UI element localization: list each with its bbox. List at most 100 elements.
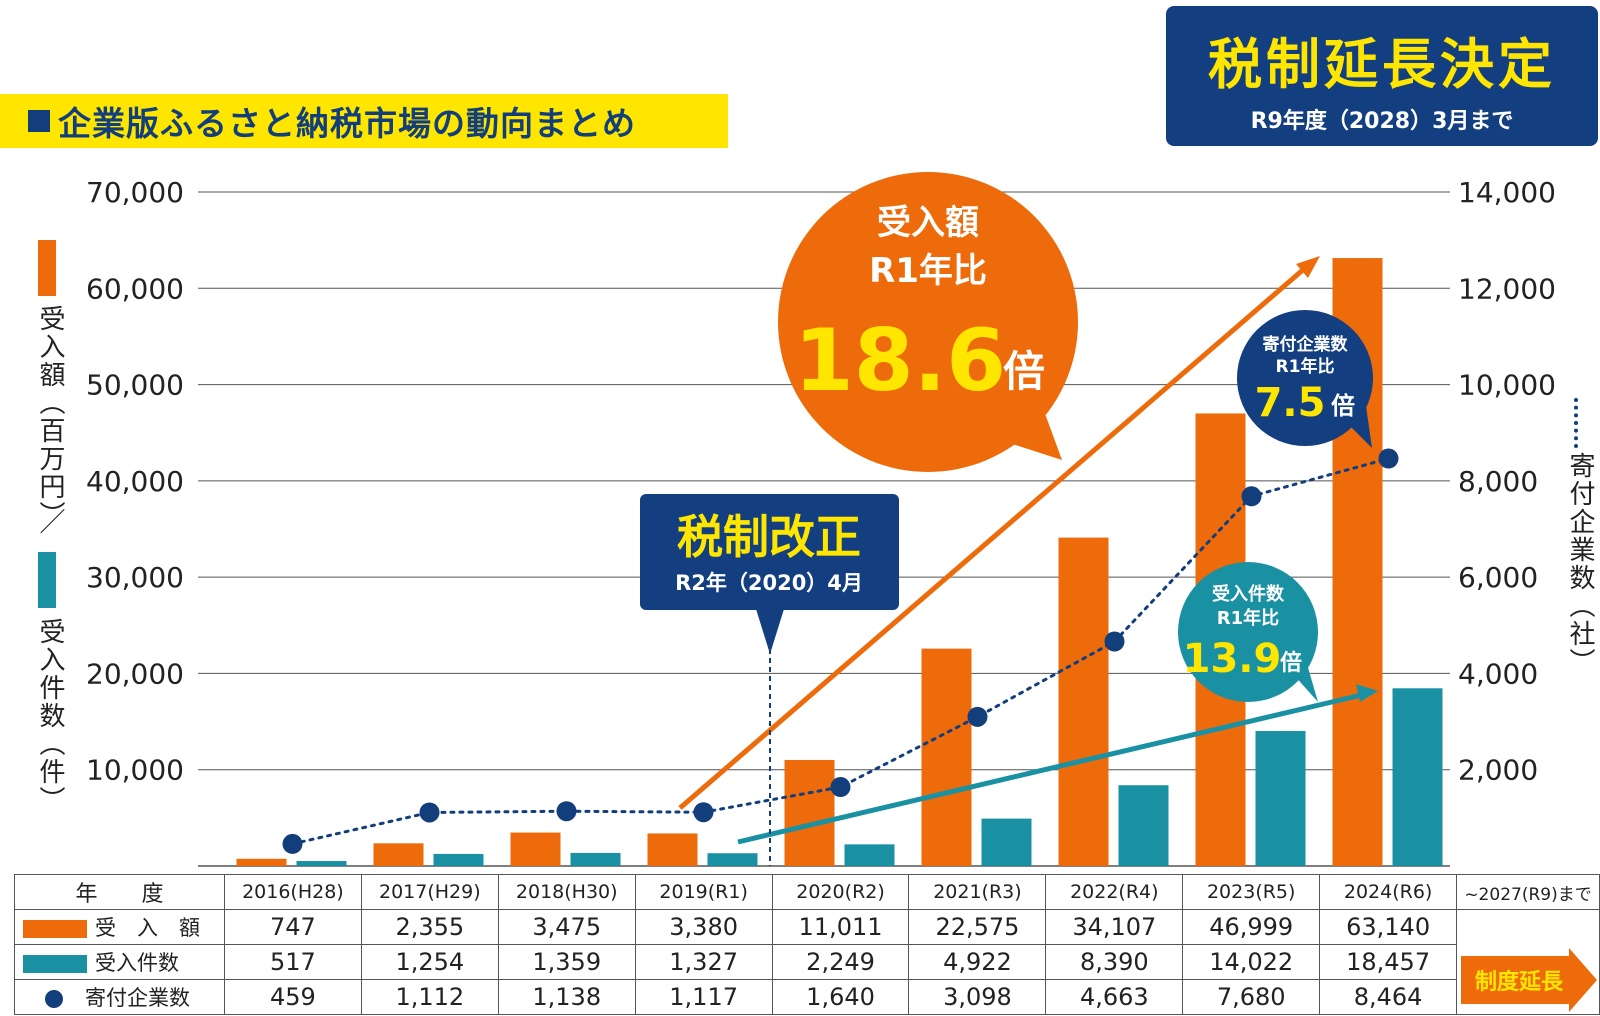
square-icon bbox=[28, 110, 50, 132]
count-cell: 1,327 bbox=[634, 944, 773, 980]
companies-point bbox=[693, 802, 714, 823]
left-tick-label: 60,000 bbox=[86, 272, 184, 305]
companies-point bbox=[967, 706, 988, 727]
tax-extension-box: 税制延長決定 R9年度（2028）3月まで bbox=[1166, 6, 1598, 146]
amount-cell: 63,140 bbox=[1319, 909, 1458, 945]
companies-point bbox=[1241, 486, 1262, 507]
count-bar bbox=[296, 861, 347, 866]
count-bar bbox=[1392, 688, 1443, 866]
amount-ratio-line1: 受入額 bbox=[877, 203, 979, 243]
amount-bar bbox=[236, 858, 287, 866]
right-tick-label: 2,000 bbox=[1458, 754, 1538, 787]
left-axis-label-top: 受入額（百万円） bbox=[35, 305, 65, 529]
left-axis-label-bottom: 受入件数（件） bbox=[35, 618, 65, 814]
data-table: 年 度 2016(H28) 2017(H29) 2018(H30) 2019(R… bbox=[14, 874, 1600, 1015]
companies-legend-line bbox=[1574, 398, 1578, 448]
count-bar bbox=[707, 853, 758, 866]
tax-extension-subtitle: R9年度（2028）3月まで bbox=[1250, 109, 1514, 134]
count-cell: 18,457 bbox=[1319, 944, 1458, 980]
companies-ratio-value: 7.5 bbox=[1255, 380, 1326, 426]
count-legend-swatch bbox=[38, 552, 56, 608]
amount-bar bbox=[784, 759, 835, 866]
companies-cell: 1,640 bbox=[771, 979, 910, 1015]
tax-extension-title: 税制延長決定 bbox=[1208, 33, 1556, 96]
year-header-cell: 2022(R4) bbox=[1045, 874, 1184, 910]
amount-bar bbox=[921, 648, 972, 866]
count-bar bbox=[433, 853, 484, 866]
year-header: 年 度 bbox=[14, 874, 225, 910]
amount-cell: 2,355 bbox=[360, 909, 499, 945]
table-header-row: 年 度 2016(H28) 2017(H29) 2018(H30) 2019(R… bbox=[14, 874, 1600, 910]
companies-cell: 7,680 bbox=[1182, 979, 1321, 1015]
count-ratio-value: 13.9 bbox=[1183, 636, 1282, 682]
chart-title: 企業版ふるさと納税市場の動向まとめ bbox=[58, 104, 636, 143]
bars bbox=[236, 258, 1443, 866]
year-header-cell: 2020(R2) bbox=[771, 874, 910, 910]
reform-callout: 税制改正 R2年（2020）4月 bbox=[640, 494, 899, 654]
companies-cell: 8,464 bbox=[1319, 979, 1458, 1015]
amount-cell: 3,475 bbox=[497, 909, 636, 945]
future-header: ~2027(R9)まで bbox=[1456, 874, 1600, 910]
amount-ratio-unit: 倍 bbox=[1003, 347, 1045, 396]
amount-bar bbox=[647, 833, 698, 866]
amount-legend-swatch bbox=[38, 240, 56, 296]
companies-point bbox=[1104, 631, 1125, 652]
count-bar bbox=[570, 852, 621, 866]
year-header-cell: 2024(R6) bbox=[1319, 874, 1458, 910]
count-ratio-unit: 倍 bbox=[1280, 650, 1302, 676]
year-header-cell: 2019(R1) bbox=[634, 874, 773, 910]
right-axis-label: 寄付企業数（社） bbox=[1565, 452, 1595, 676]
amount-swatch bbox=[23, 920, 87, 938]
amount-cell: 22,575 bbox=[908, 909, 1047, 945]
chart-canvas: 10,000 20,000 30,000 40,000 50,000 60,000 70,0… bbox=[86, 172, 1556, 867]
amount-trend-arrowhead bbox=[1296, 256, 1320, 278]
companies-point bbox=[830, 777, 851, 798]
left-tick-label: 70,000 bbox=[86, 176, 184, 209]
count-bar bbox=[1118, 785, 1169, 866]
left-axis-ticks: 10,000 20,000 30,000 40,000 50,000 60,000 70,0… bbox=[86, 176, 184, 787]
table-row: 寄付企業数 459 1,112 1,138 1,117 1,640 3,098 … bbox=[14, 979, 1600, 1015]
row-companies-label: 寄付企業数 bbox=[85, 986, 190, 1010]
companies-line bbox=[282, 448, 1399, 854]
row-label-amount: 受 入 額 bbox=[14, 909, 225, 945]
amount-cell: 46,999 bbox=[1182, 909, 1321, 945]
amount-trend-arrow bbox=[678, 260, 1314, 810]
companies-dot bbox=[45, 990, 63, 1008]
count-trend-arrow bbox=[737, 690, 1371, 845]
amount-ratio-callout: 受入額 R1年比 18.6 倍 bbox=[778, 172, 1078, 472]
amount-cell: 3,380 bbox=[634, 909, 773, 945]
row-count-label: 受入件数 bbox=[95, 951, 179, 975]
table-row: 受入件数 517 1,254 1,359 1,327 2,249 4,922 8… bbox=[14, 944, 1600, 980]
count-cell: 1,254 bbox=[360, 944, 499, 980]
count-cell: 517 bbox=[223, 944, 362, 980]
count-cell: 14,022 bbox=[1182, 944, 1321, 980]
reform-subtitle: R2年（2020）4月 bbox=[675, 571, 863, 595]
right-axis-ticks: 2,000 4,000 6,000 8,000 10,000 12,000 14,000 bbox=[1458, 176, 1556, 787]
companies-cell: 4,663 bbox=[1045, 979, 1184, 1015]
companies-cell: 459 bbox=[223, 979, 362, 1015]
count-bar bbox=[1255, 730, 1306, 866]
year-header-cell: 2021(R3) bbox=[908, 874, 1047, 910]
count-bar bbox=[844, 844, 895, 866]
right-tick-label: 14,000 bbox=[1458, 176, 1556, 209]
companies-cell: 1,117 bbox=[634, 979, 773, 1015]
right-tick-label: 6,000 bbox=[1458, 561, 1538, 594]
companies-point bbox=[556, 801, 577, 822]
companies-point bbox=[419, 802, 440, 823]
amount-cell: 747 bbox=[223, 909, 362, 945]
year-header-cell: 2017(H29) bbox=[360, 874, 499, 910]
title-banner: 企業版ふるさと納税市場の動向まとめ bbox=[0, 94, 728, 148]
count-trend-arrowhead bbox=[1356, 684, 1378, 702]
count-ratio-callout: 受入件数 R1年比 13.9 倍 bbox=[1178, 562, 1318, 702]
left-tick-label: 30,000 bbox=[86, 561, 184, 594]
count-cell: 8,390 bbox=[1045, 944, 1184, 980]
companies-ratio-callout: 寄付企業数 R1年比 7.5 倍 bbox=[1237, 310, 1373, 448]
left-tick-label: 10,000 bbox=[86, 754, 184, 787]
year-header-cell: 2023(R5) bbox=[1182, 874, 1321, 910]
amount-bar bbox=[1058, 537, 1109, 866]
extend-arrow: 制度延長 bbox=[1461, 948, 1597, 1012]
companies-cell: 1,138 bbox=[497, 979, 636, 1015]
extend-label: 制度延長 bbox=[1475, 969, 1564, 995]
companies-point bbox=[282, 833, 303, 854]
companies-cell: 1,112 bbox=[360, 979, 499, 1015]
